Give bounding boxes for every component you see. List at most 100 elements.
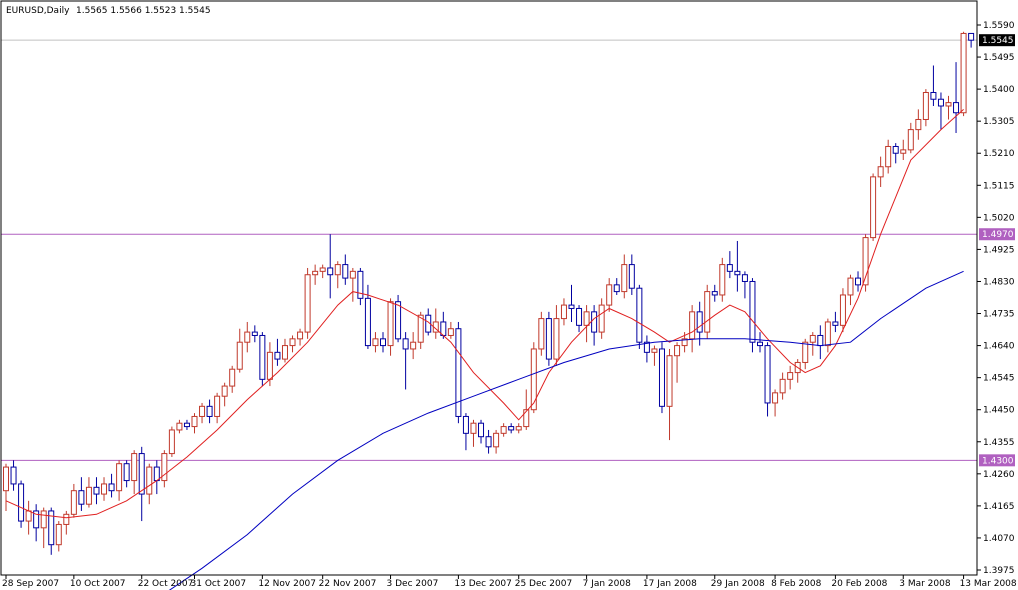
candle-body bbox=[937, 98, 944, 107]
candle-body bbox=[229, 368, 236, 387]
candle-body bbox=[779, 378, 786, 394]
candle-body bbox=[244, 331, 251, 343]
candle-body bbox=[93, 486, 100, 495]
x-axis-tick-label: 8 Feb 2008 bbox=[771, 579, 822, 589]
candle-body bbox=[199, 405, 206, 417]
candle-body bbox=[862, 237, 869, 286]
x-axis-tick-label: 12 Nov 2007 bbox=[258, 579, 316, 589]
candle-body bbox=[402, 338, 409, 350]
candle bbox=[131, 450, 138, 495]
candle-body bbox=[930, 91, 937, 100]
candle bbox=[719, 257, 726, 302]
level-price-label: 1.4970 bbox=[982, 230, 1014, 240]
candle bbox=[244, 321, 251, 353]
candle-body bbox=[824, 321, 831, 347]
candle-body bbox=[817, 334, 824, 347]
candle-body bbox=[674, 345, 681, 357]
candle-body bbox=[651, 348, 658, 353]
candle bbox=[289, 335, 296, 353]
candle bbox=[470, 419, 477, 447]
candle-body bbox=[131, 453, 138, 482]
x-axis-tick-label: 3 Dec 2007 bbox=[387, 579, 439, 589]
level-price-label-bg bbox=[979, 454, 1015, 467]
candle bbox=[334, 261, 341, 289]
candle bbox=[960, 31, 967, 117]
candle bbox=[3, 463, 9, 511]
candle bbox=[251, 325, 258, 343]
x-axis-tick-label: 10 Oct 2007 bbox=[70, 579, 126, 589]
candle bbox=[530, 342, 537, 414]
candle bbox=[199, 402, 206, 424]
candle bbox=[711, 284, 718, 302]
candle bbox=[757, 332, 763, 353]
candle bbox=[33, 504, 40, 542]
candle-body bbox=[372, 338, 379, 347]
candle bbox=[138, 446, 145, 522]
candle-body bbox=[945, 102, 952, 107]
candle bbox=[447, 321, 454, 339]
candle-body bbox=[666, 355, 673, 407]
candle bbox=[395, 294, 402, 343]
candle-body bbox=[704, 291, 711, 333]
candle bbox=[380, 332, 386, 353]
candle-body bbox=[613, 284, 620, 293]
candle bbox=[696, 301, 703, 346]
candle-body bbox=[515, 426, 522, 431]
candle-body bbox=[681, 338, 688, 347]
candle bbox=[500, 423, 507, 437]
candle bbox=[900, 139, 907, 160]
candle bbox=[116, 460, 123, 501]
candle-body bbox=[289, 338, 296, 347]
candle-body bbox=[960, 32, 967, 114]
candle bbox=[478, 419, 485, 444]
candle-body bbox=[297, 331, 304, 340]
candle-body bbox=[138, 453, 145, 495]
candle-body bbox=[70, 490, 77, 515]
candle-body bbox=[380, 338, 386, 347]
candle-body bbox=[643, 341, 650, 353]
candle bbox=[462, 413, 469, 451]
candle bbox=[63, 510, 70, 535]
current-price-label-bg bbox=[979, 34, 1015, 47]
candle bbox=[93, 477, 100, 505]
candle bbox=[146, 463, 153, 505]
candle-body bbox=[85, 486, 92, 505]
candle bbox=[297, 328, 304, 346]
candle-body bbox=[523, 409, 530, 428]
candle-body bbox=[583, 311, 590, 326]
candle-body bbox=[108, 483, 115, 492]
candle bbox=[704, 284, 711, 339]
candle-body bbox=[40, 510, 47, 529]
candle-body bbox=[741, 274, 748, 282]
candle bbox=[674, 342, 681, 383]
candle-body bbox=[696, 311, 703, 333]
candle bbox=[779, 372, 786, 400]
y-axis-tick-label: 1.4260 bbox=[983, 470, 1015, 480]
candle-body bbox=[485, 436, 492, 448]
candle-body bbox=[545, 318, 552, 360]
candle-body bbox=[236, 341, 243, 370]
level-price-label: 1.4300 bbox=[982, 456, 1014, 466]
candle-body bbox=[606, 284, 613, 306]
candle-body bbox=[78, 490, 85, 505]
candle bbox=[937, 92, 944, 130]
x-axis-tick-label: 25 Dec 2007 bbox=[515, 579, 573, 589]
x-axis-tick-label: 7 Jan 2008 bbox=[583, 579, 631, 589]
candle-body bbox=[576, 307, 583, 326]
candle bbox=[832, 311, 839, 333]
candle-body bbox=[493, 432, 500, 448]
candle-body bbox=[334, 264, 341, 276]
candle bbox=[560, 298, 567, 326]
candle bbox=[349, 267, 356, 302]
x-axis-tick-label: 22 Nov 2007 bbox=[319, 579, 377, 589]
candle-body bbox=[568, 304, 575, 309]
candle bbox=[236, 328, 243, 373]
x-axis-tick-label: 17 Jan 2008 bbox=[643, 579, 697, 589]
candle-body bbox=[327, 267, 334, 276]
candle bbox=[48, 507, 55, 555]
candle bbox=[221, 382, 228, 407]
candle bbox=[628, 254, 635, 295]
candle-body bbox=[787, 372, 794, 380]
x-axis-tick-label: 29 Jan 2008 bbox=[711, 579, 765, 589]
